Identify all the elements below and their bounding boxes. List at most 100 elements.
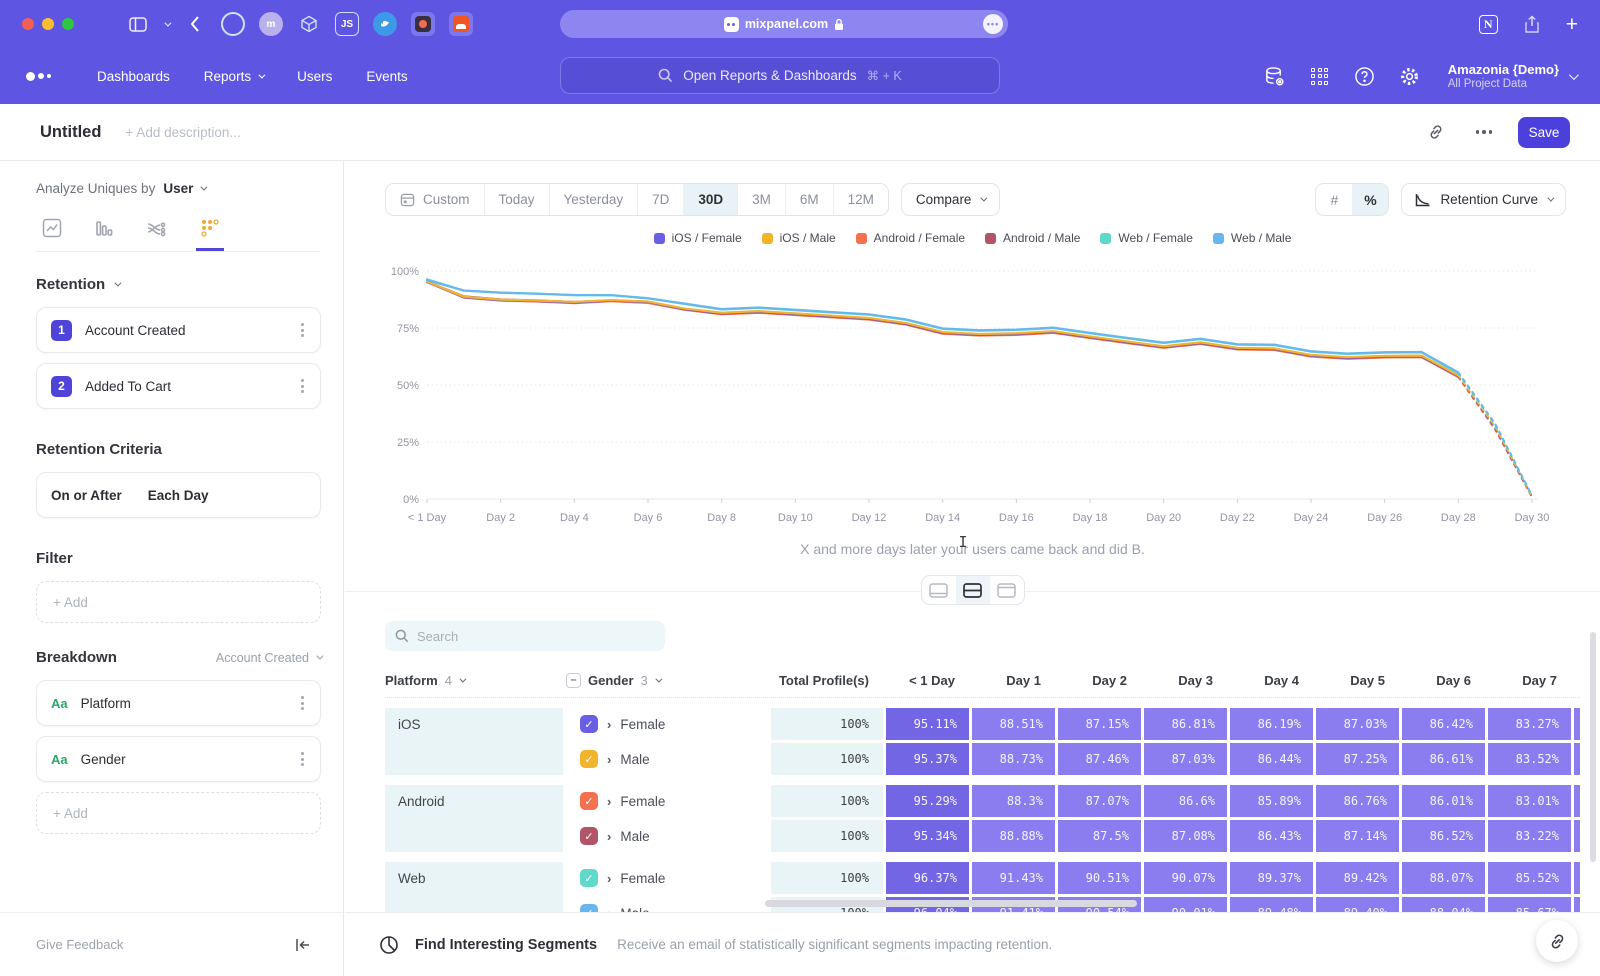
expand-row-icon[interactable]: ›: [607, 794, 611, 809]
legend-item-web-female[interactable]: Web / Female: [1100, 231, 1192, 245]
legend-item-android-female[interactable]: Android / Female: [856, 231, 965, 245]
sidebar-toggle-icon[interactable]: [126, 12, 150, 36]
series-checkbox[interactable]: ✓: [580, 792, 598, 810]
extension-record-icon[interactable]: [411, 12, 435, 36]
table-search-input[interactable]: [417, 629, 637, 644]
share-link-fab[interactable]: [1536, 920, 1578, 962]
retention-section-heading[interactable]: Retention: [36, 276, 321, 293]
legend-item-web-male[interactable]: Web / Male: [1213, 231, 1291, 245]
address-bar[interactable]: mixpanel.com •••: [560, 10, 1008, 38]
expand-row-icon[interactable]: ›: [607, 871, 611, 886]
more-options-icon[interactable]: [1470, 118, 1498, 146]
collapse-sidebar-icon[interactable]: [289, 931, 317, 959]
tab-flows[interactable]: [142, 212, 172, 251]
save-button[interactable]: Save: [1518, 117, 1570, 148]
breakdown-gender[interactable]: AaGender: [36, 736, 321, 782]
indeterminate-checkbox[interactable]: –: [566, 673, 581, 688]
tab-overview-chevron-icon[interactable]: [164, 19, 171, 26]
page-actions-icon[interactable]: •••: [983, 14, 1003, 34]
new-tab-icon[interactable]: +: [1566, 14, 1578, 35]
breakdown-platform[interactable]: AaPlatform: [36, 680, 321, 726]
date-range-6m[interactable]: 6M: [786, 184, 834, 215]
platform-column-header[interactable]: Platform4: [385, 673, 563, 688]
share-icon[interactable]: [1520, 12, 1544, 36]
copy-link-icon[interactable]: [1422, 118, 1450, 146]
settings-gear-icon[interactable]: [1399, 65, 1421, 87]
find-segments-title[interactable]: Find Interesting Segments: [415, 937, 597, 953]
breakdown-scope-selector[interactable]: Account Created: [216, 651, 321, 665]
data-management-icon[interactable]: [1264, 65, 1286, 87]
kebab-menu-icon[interactable]: [297, 748, 308, 770]
kebab-menu-icon[interactable]: [297, 319, 308, 341]
tab-insights[interactable]: [38, 212, 66, 251]
date-range-30d[interactable]: 30D: [684, 184, 738, 215]
retention-step-added-to-cart[interactable]: 2Added To Cart: [36, 363, 321, 409]
compare-button[interactable]: Compare: [901, 183, 1001, 216]
horizontal-scrollbar[interactable]: [765, 900, 1137, 907]
retention-criteria-card[interactable]: On or After Each Day: [36, 472, 321, 518]
extension-cloud-icon[interactable]: [449, 12, 473, 36]
criteria-on-or-after[interactable]: On or After: [51, 488, 122, 503]
layout-split-button[interactable]: [956, 576, 990, 604]
date-range-12m[interactable]: 12M: [834, 184, 888, 215]
nav-item-dashboards[interactable]: Dashboards: [97, 69, 170, 84]
chevron-down-icon: [316, 653, 323, 660]
date-range-3m[interactable]: 3M: [738, 184, 786, 215]
apps-grid-icon[interactable]: [1309, 65, 1331, 87]
expand-row-icon[interactable]: ›: [607, 717, 611, 732]
percent-mode-button[interactable]: %: [1352, 184, 1388, 215]
nav-item-reports[interactable]: Reports: [204, 69, 263, 84]
series-checkbox[interactable]: ✓: [580, 715, 598, 733]
analyze-entity-selector[interactable]: User: [163, 181, 205, 196]
vertical-scrollbar[interactable]: [1590, 632, 1596, 862]
date-range-yesterday[interactable]: Yesterday: [550, 184, 639, 215]
absolute-mode-button[interactable]: #: [1316, 184, 1352, 215]
project-switcher[interactable]: Amazonia {Demo} All Project Data: [1448, 62, 1576, 90]
kebab-menu-icon[interactable]: [297, 692, 308, 714]
expand-row-icon[interactable]: ›: [607, 829, 611, 844]
date-range-7d[interactable]: 7D: [638, 184, 684, 215]
retention-chart[interactable]: 100%75%50%25%0%< 1 DayDay 2Day 4Day 6Day…: [381, 257, 1554, 533]
retention-step-account-created[interactable]: 1Account Created: [36, 307, 321, 353]
extension-ring-icon[interactable]: [221, 12, 245, 36]
tab-retention[interactable]: [196, 212, 224, 251]
close-window-button[interactable]: [22, 18, 34, 30]
extension-m-icon[interactable]: m: [259, 12, 283, 36]
legend-item-android-male[interactable]: Android / Male: [985, 231, 1080, 245]
gender-column-header[interactable]: –Gender3: [566, 673, 768, 688]
extension-js-icon[interactable]: JS: [335, 12, 359, 36]
zoom-window-button[interactable]: [62, 18, 74, 30]
table-search[interactable]: [385, 621, 665, 651]
retention-value-cell: 86.01%: [1402, 785, 1485, 817]
give-feedback-link[interactable]: Give Feedback: [36, 937, 123, 952]
layout-table-only-button[interactable]: [990, 576, 1024, 604]
notion-extension-icon[interactable]: N: [1479, 15, 1498, 34]
legend-item-ios-male[interactable]: iOS / Male: [762, 231, 836, 245]
layout-chart-only-button[interactable]: [922, 576, 956, 604]
series-checkbox[interactable]: ✓: [580, 827, 598, 845]
nav-item-users[interactable]: Users: [297, 69, 332, 84]
extension-bird-icon[interactable]: [373, 12, 397, 36]
add-filter-button[interactable]: + Add: [36, 581, 321, 623]
chart-type-selector[interactable]: Retention Curve: [1401, 183, 1566, 216]
kebab-menu-icon[interactable]: [297, 375, 308, 397]
date-range-today[interactable]: Today: [485, 184, 550, 215]
criteria-each-day[interactable]: Each Day: [148, 488, 209, 503]
minimize-window-button[interactable]: [42, 18, 54, 30]
tab-funnels[interactable]: [90, 212, 118, 251]
mixpanel-logo[interactable]: [26, 72, 51, 81]
expand-row-icon[interactable]: ›: [607, 752, 611, 767]
series-checkbox[interactable]: ✓: [580, 750, 598, 768]
back-button[interactable]: [183, 12, 207, 36]
nav-item-events[interactable]: Events: [366, 69, 407, 84]
add-breakdown-button[interactable]: + Add: [36, 792, 321, 834]
extension-cube-icon[interactable]: [297, 12, 321, 36]
report-title[interactable]: Untitled: [40, 123, 101, 142]
global-search-button[interactable]: Open Reports & Dashboards ⌘ + K: [560, 57, 1000, 94]
add-description[interactable]: + Add description...: [125, 125, 240, 140]
legend-item-ios-female[interactable]: iOS / Female: [654, 231, 742, 245]
help-icon[interactable]: [1354, 65, 1376, 87]
series-checkbox[interactable]: ✓: [580, 869, 598, 887]
series-checkbox[interactable]: ✓: [580, 904, 598, 912]
date-range-custom[interactable]: Custom: [386, 184, 485, 215]
